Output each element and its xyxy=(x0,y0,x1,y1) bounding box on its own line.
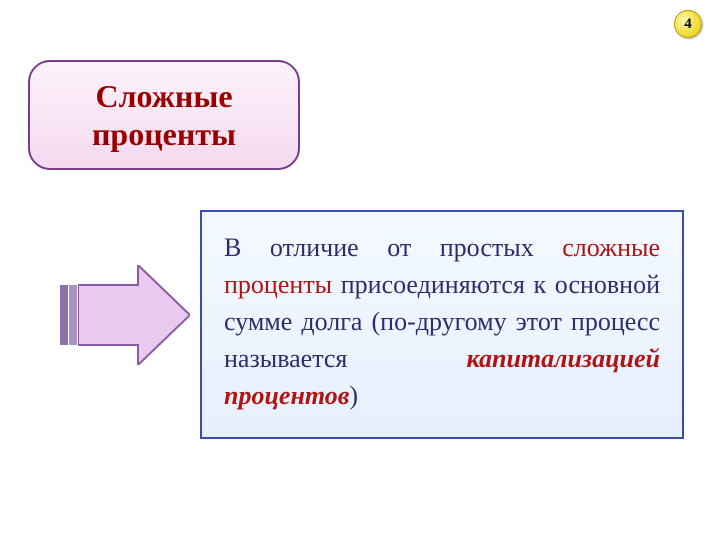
body-part1: В отличие от простых xyxy=(224,233,562,262)
page-number: 4 xyxy=(684,16,692,33)
body-box: В отличие от простых сложные проценты пр… xyxy=(200,210,684,439)
page-number-badge: 4 xyxy=(674,10,702,38)
body-part3: ) xyxy=(349,381,358,410)
title-text: Сложные проценты xyxy=(50,77,278,154)
arrow-icon xyxy=(60,265,190,365)
title-box: Сложные проценты xyxy=(28,60,300,170)
